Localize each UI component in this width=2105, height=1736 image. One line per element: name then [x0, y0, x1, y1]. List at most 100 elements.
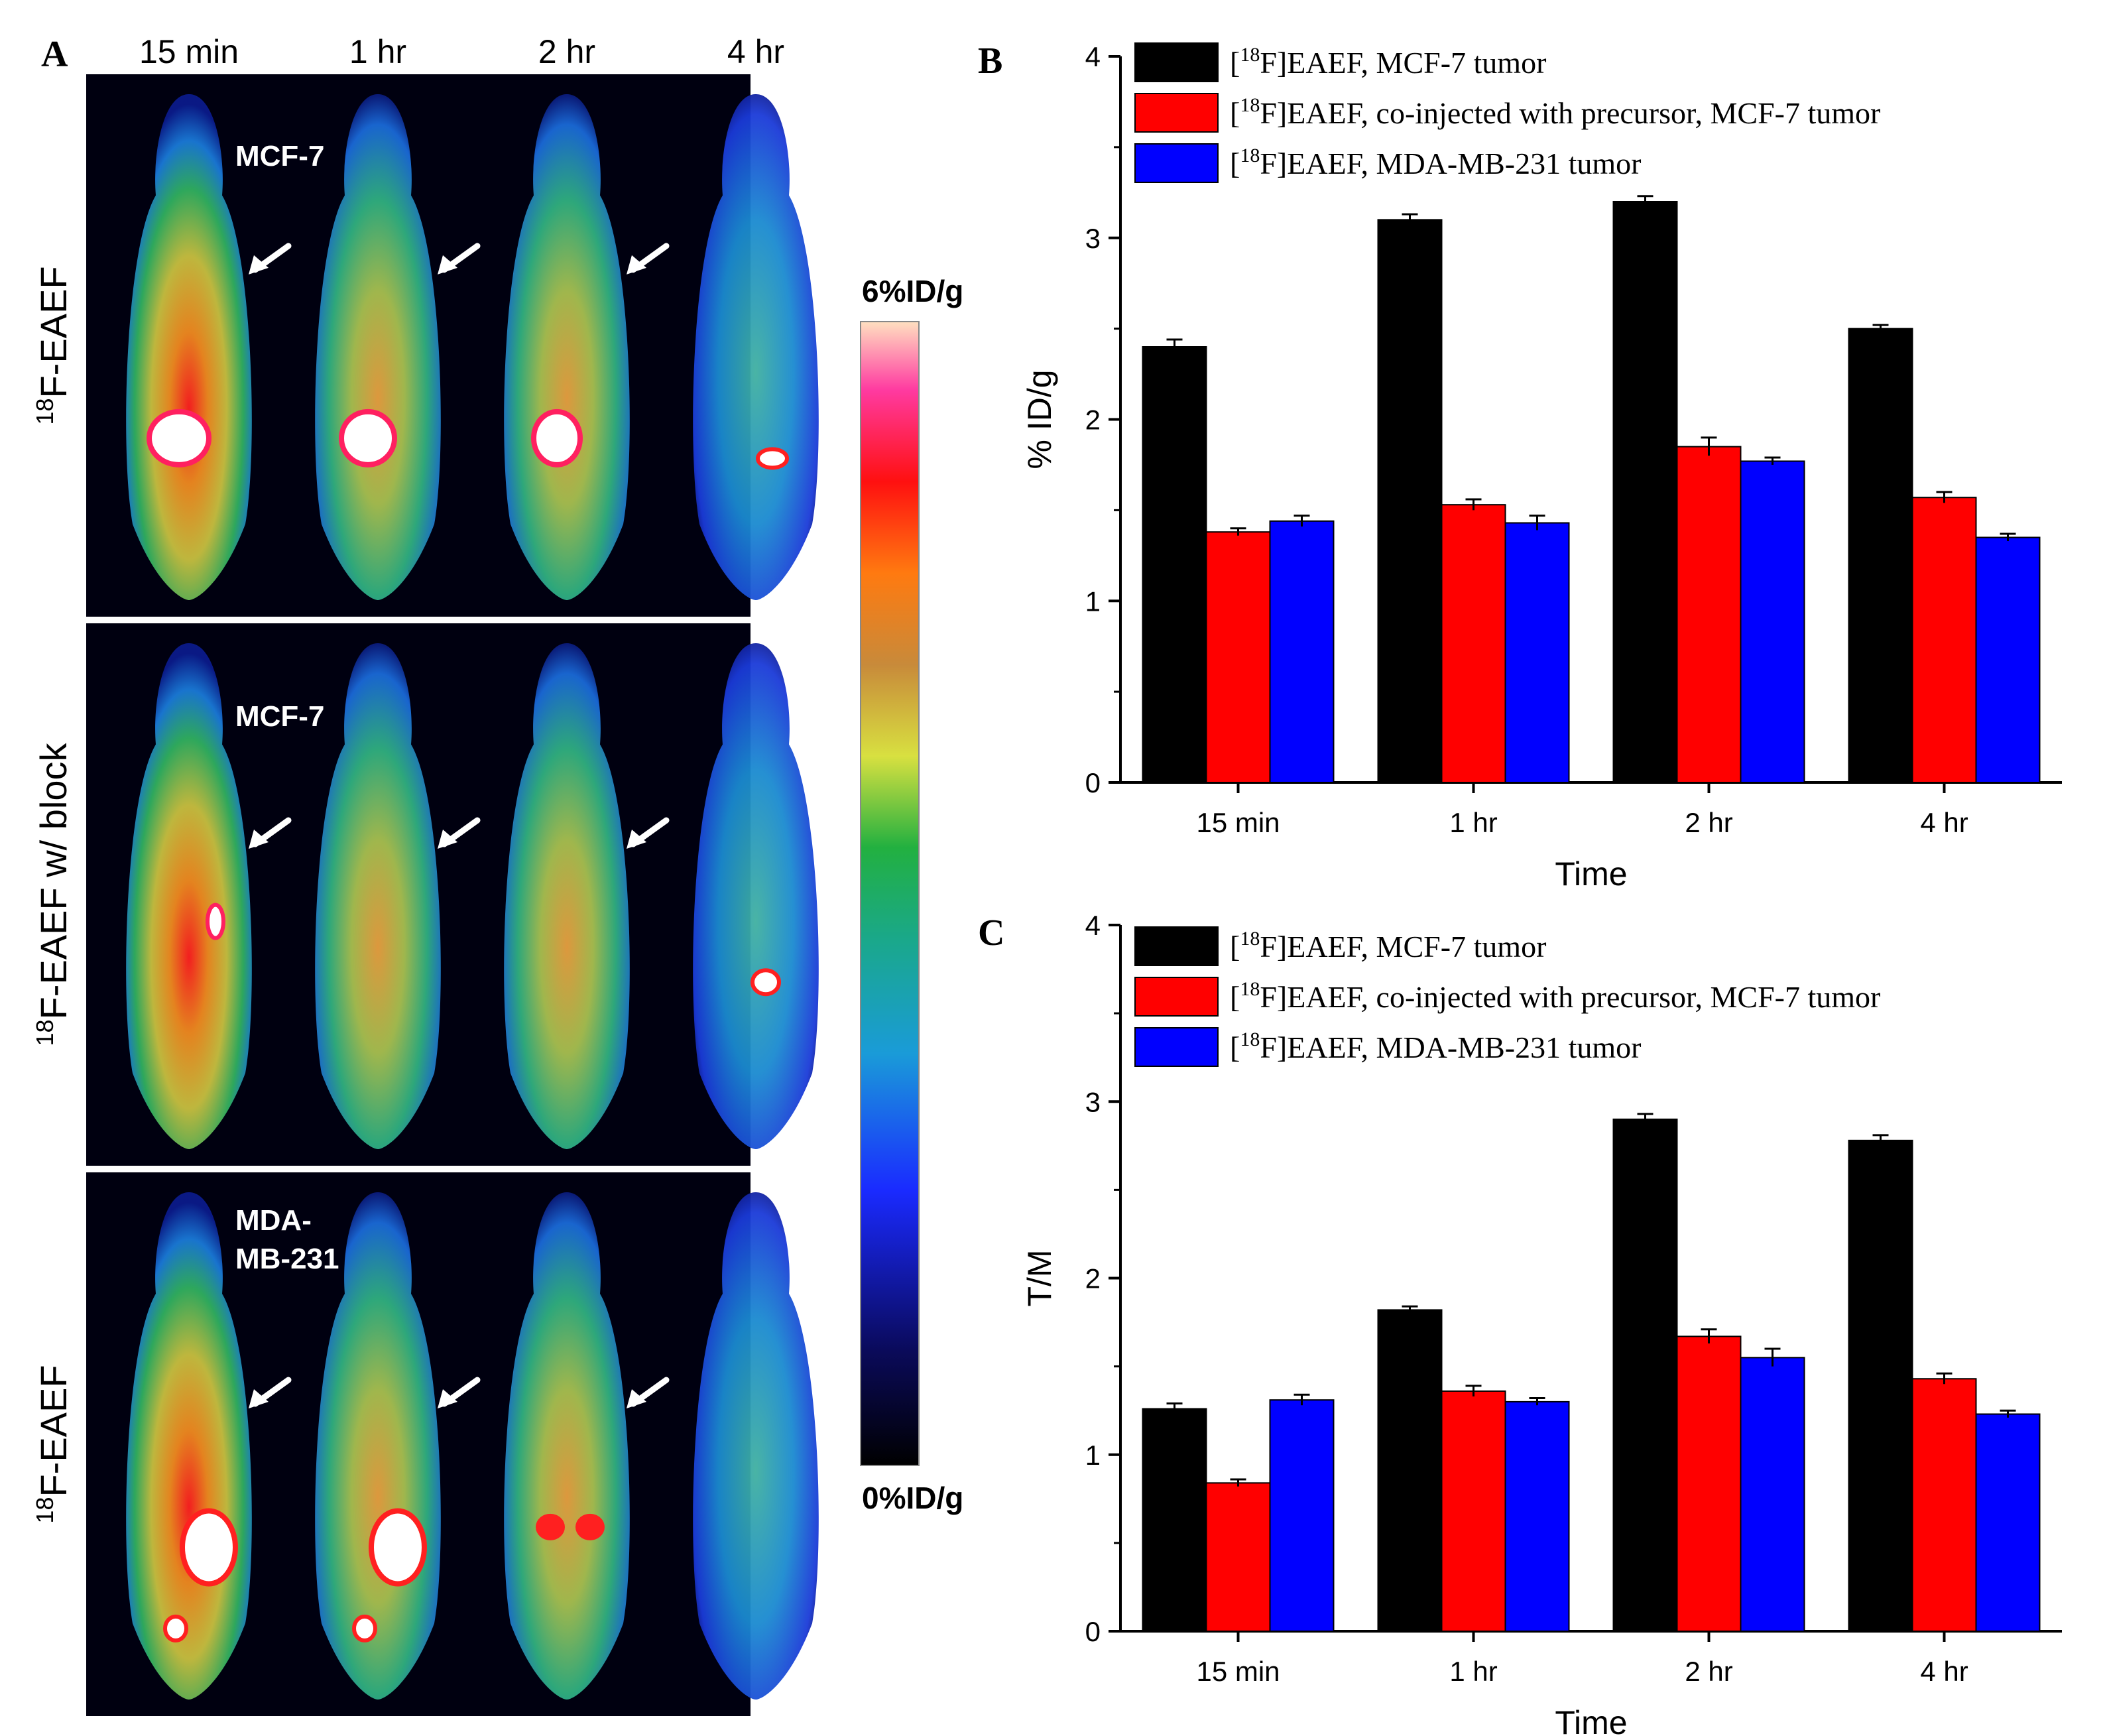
x-tick-label: 2 hr: [1685, 1656, 1732, 1687]
legend-swatch: [1134, 1027, 1219, 1067]
legend-entry: [18F]EAEF, MCF-7 tumor: [1230, 44, 1546, 80]
legend-superscript: 18: [1240, 978, 1260, 1000]
tumor-arrow-head: [815, 1389, 835, 1409]
organ-hotspot: [206, 902, 225, 940]
y-tick-label: 2: [1085, 1263, 1101, 1294]
timepoint-label: 4 hr: [727, 33, 784, 70]
y-tick-label: 3: [1085, 1086, 1101, 1117]
legend-swatch: [1134, 926, 1219, 966]
bar: [1676, 1335, 1742, 1633]
bar: [1205, 531, 1271, 783]
y-axis-label: % ID/g: [1021, 369, 1058, 469]
tumor-arrow-head: [249, 1389, 269, 1409]
legend-label: F]EAEF, co-injected with precursor, MCF-…: [1260, 96, 1880, 130]
row-label-superscript: 18: [31, 399, 58, 425]
tumor-arrow-head: [438, 1389, 457, 1409]
legend-bracket: [: [1230, 96, 1240, 130]
legend-bracket: [: [1230, 980, 1240, 1014]
tumor-arrow-head: [815, 255, 835, 275]
x-tick-label: 1 hr: [1449, 807, 1497, 838]
row-label-superscript: 18: [31, 1497, 58, 1524]
panel-a-pet-images: A 15 min 1 hr 2 hr 4 hrMCF-718F-EAEFMCF-718F…: [31, 33, 963, 1716]
bar: [1269, 1399, 1335, 1632]
bar: [1848, 1139, 1913, 1632]
timepoint-label: 2 hr: [538, 33, 595, 70]
y-tick-label: 1: [1085, 586, 1101, 617]
mouse-body: [126, 94, 252, 600]
row-label-text: F-EAEF: [32, 266, 74, 398]
tumor-arrow-head: [438, 830, 457, 849]
legend-entry: [18F]EAEF, MDA-MB-231 tumor: [1230, 1028, 1642, 1064]
legend-label: F]EAEF, MCF-7 tumor: [1260, 46, 1546, 80]
legend-bracket: [: [1230, 46, 1240, 80]
y-tick-label: 3: [1085, 223, 1101, 254]
mouse-body: [693, 643, 819, 1149]
tumor-arrow-head: [249, 255, 269, 275]
pet-row: [126, 94, 859, 600]
y-axis-label: T/M: [1021, 1249, 1058, 1306]
legend-swatch: [1134, 42, 1219, 82]
organ-hotspot: [575, 1513, 605, 1540]
bar: [1911, 1378, 1977, 1632]
y-tick-label: 4: [1085, 41, 1101, 72]
colorbar-max-label: 6%ID/g: [862, 274, 963, 308]
y-tick-label: 0: [1085, 767, 1101, 798]
tumor-arrow-head: [627, 1389, 646, 1409]
tumor-label: MCF-7: [235, 140, 324, 172]
bar: [1205, 1482, 1271, 1633]
row-label: 18F-EAEF: [31, 1365, 74, 1523]
tumor-label: MCF-7: [235, 700, 324, 733]
tumor-arrow-head: [627, 830, 646, 849]
row-label-text: F-EAEF w/ block: [32, 742, 74, 1019]
legend-superscript: 18: [1240, 94, 1260, 116]
row-label-superscript: 18: [31, 1019, 58, 1046]
legend-superscript: 18: [1240, 145, 1260, 166]
tumor-label: MDA-: [235, 1204, 312, 1237]
y-tick-label: 0: [1085, 1616, 1101, 1647]
bar: [1740, 1357, 1805, 1632]
legend-label: F]EAEF, MCF-7 tumor: [1260, 930, 1546, 963]
pet-row: [126, 1192, 859, 1700]
legend-superscript: 18: [1240, 928, 1260, 950]
mouse-body: [504, 1192, 630, 1700]
bar: [1377, 1309, 1443, 1633]
legend-label: F]EAEF, co-injected with precursor, MCF-…: [1260, 980, 1880, 1014]
legend-swatch: [1134, 93, 1219, 133]
mouse-body: [315, 643, 441, 1149]
bar: [1142, 346, 1207, 783]
timepoint-label: 1 hr: [349, 33, 406, 70]
timepoint-label: 15 min: [139, 33, 239, 70]
x-tick-label: 4 hr: [1920, 807, 1968, 838]
row-label: 18F-EAEF: [31, 266, 74, 424]
x-tick-label: 2 hr: [1685, 807, 1732, 838]
bar: [1740, 460, 1805, 784]
mouse-body: [315, 94, 441, 600]
mouse-body: [504, 643, 630, 1149]
tumor-arrow-head: [249, 830, 269, 849]
bar: [1269, 520, 1335, 783]
x-tick-label: 4 hr: [1920, 1656, 1968, 1687]
x-axis-label: Time: [1555, 1704, 1627, 1736]
organ-hotspot: [163, 1614, 188, 1643]
bar: [1612, 201, 1678, 783]
bar: [1441, 1390, 1506, 1632]
organ-hotspot: [369, 1508, 427, 1587]
tumor-arrow-head: [815, 830, 835, 849]
x-tick-label: 1 hr: [1449, 1656, 1497, 1687]
colorbar: [860, 321, 920, 1466]
mouse-body: [126, 643, 252, 1149]
y-tick-label: 2: [1085, 404, 1101, 436]
legend-bracket: [: [1230, 1030, 1240, 1064]
legend-entry: [18F]EAEF, co-injected with precursor, M…: [1230, 978, 1880, 1014]
tumor-arrow-head: [627, 255, 646, 275]
bar: [1848, 328, 1913, 783]
organ-hotspot: [536, 1513, 565, 1540]
panel-a-letter: A: [41, 34, 68, 75]
organ-hotspot: [531, 408, 583, 467]
colorbar-min-label: 0%ID/g: [862, 1481, 963, 1515]
legend-swatch: [1134, 143, 1219, 183]
bar: [1676, 446, 1742, 783]
